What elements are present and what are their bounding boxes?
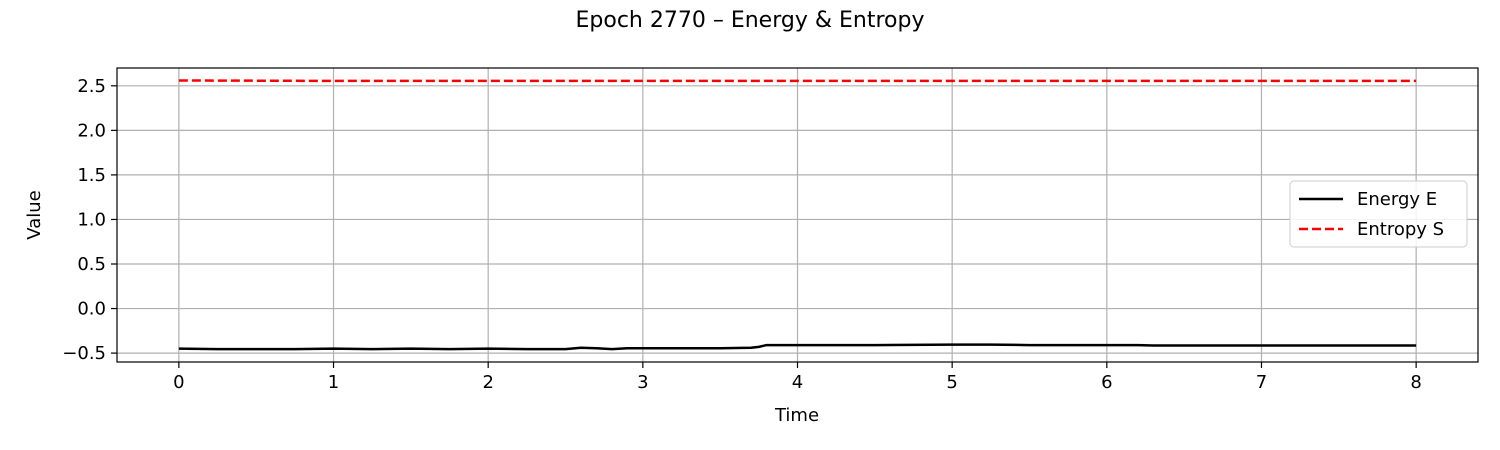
y-tick-label: 0.5 xyxy=(77,254,106,275)
chart-title: Epoch 2770 – Energy & Entropy xyxy=(576,8,925,33)
energy-series-line xyxy=(178,343,1417,351)
y-tick-label: 0.0 xyxy=(77,299,106,320)
ticks-layer: 0 1 2 3 4 5 6 7 8 −0.5 0.0 0.5 1.0 1.5 2.0 2.5 xyxy=(62,76,1422,393)
grid-layer xyxy=(117,68,1478,362)
x-tick-label: 3 xyxy=(637,372,648,393)
y-axis-label: Value xyxy=(24,190,45,239)
legend-label-energy: Energy E xyxy=(1357,189,1437,210)
series-layer xyxy=(178,79,1417,351)
y-tick-label: −0.5 xyxy=(62,343,106,364)
y-tick-label: 2.0 xyxy=(77,120,106,141)
x-tick-label: 2 xyxy=(482,372,493,393)
x-tick-label: 4 xyxy=(792,372,803,393)
legend-label-entropy: Entropy S xyxy=(1357,219,1444,240)
x-tick-label: 8 xyxy=(1410,372,1421,393)
x-tick-label: 5 xyxy=(946,372,957,393)
x-axis-label: Time xyxy=(774,405,819,426)
legend: Energy E Entropy S xyxy=(1289,180,1468,248)
x-tick-label: 0 xyxy=(173,372,184,393)
y-tick-label: 2.5 xyxy=(77,76,106,97)
x-tick-label: 1 xyxy=(328,372,339,393)
legend-box xyxy=(1289,180,1468,248)
x-tick-label: 7 xyxy=(1256,372,1267,393)
y-tick-label: 1.0 xyxy=(77,209,106,230)
y-tick-label: 1.5 xyxy=(77,165,106,186)
x-tick-label: 6 xyxy=(1101,372,1112,393)
